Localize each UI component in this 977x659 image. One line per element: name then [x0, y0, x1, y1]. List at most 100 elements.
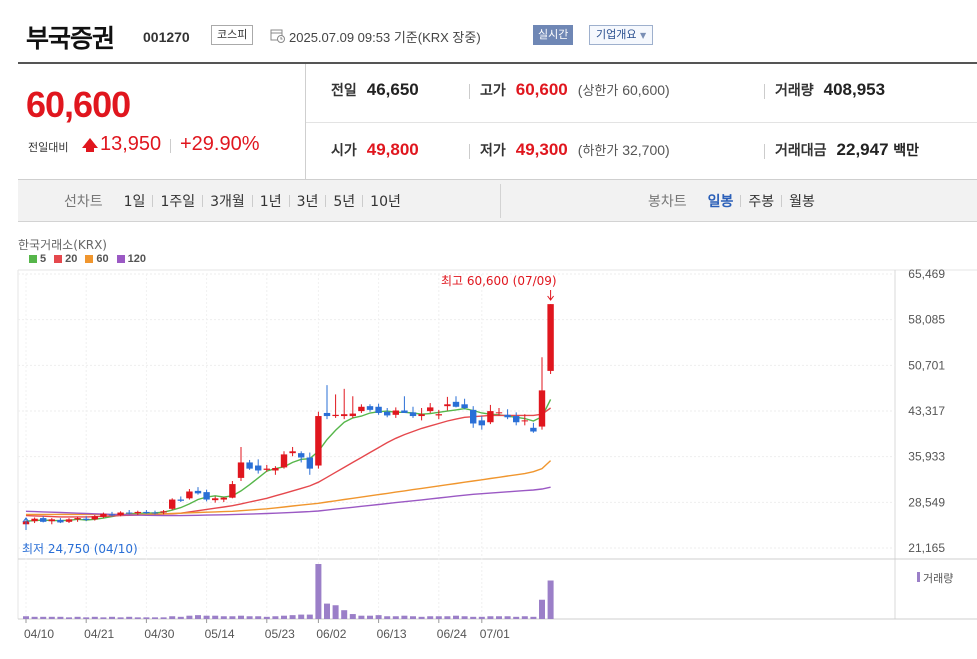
divider	[170, 139, 171, 153]
legend-item: 5	[29, 253, 46, 265]
price-chart[interactable]: 65,469 58,085 50,701 43,317 35,933 28,549 21,1…	[0, 226, 977, 659]
candle-body	[470, 409, 477, 424]
line-period-tab[interactable]: 5년	[333, 194, 356, 210]
candle-body	[229, 484, 236, 498]
stat-prev-close: 전일 46,650	[331, 80, 419, 100]
candle-body	[134, 511, 141, 514]
volume-bar	[358, 615, 365, 619]
candle-body	[487, 411, 494, 423]
chevron-down-icon: ▼	[639, 31, 647, 40]
stat-turnover: 거래대금 22,947 백만	[775, 140, 919, 160]
up-arrow-stem	[86, 147, 94, 152]
line-period-tab[interactable]: 3개월	[210, 194, 245, 210]
calendar-clock-icon	[270, 29, 285, 43]
candle-body	[57, 519, 64, 523]
change-label: 전일대비	[28, 141, 69, 154]
stat-value: 60,600	[515, 80, 568, 99]
candle-body	[220, 497, 227, 500]
volume-bar	[83, 617, 90, 619]
line-period-tab[interactable]: 1년	[259, 194, 282, 210]
x-tick-label: 04/30	[144, 627, 174, 641]
line-period-tab[interactable]: 1주일	[160, 194, 196, 210]
candle-body	[495, 412, 503, 414]
high-annotation: 최고 60,600 (07/09)	[441, 274, 557, 288]
divider	[469, 84, 470, 99]
volume-bar	[117, 617, 124, 619]
candle-body	[194, 490, 202, 494]
volume-bar	[212, 615, 219, 619]
candle-body	[40, 518, 47, 522]
candle-body	[246, 462, 253, 469]
y-tick-label: 50,701	[908, 358, 945, 372]
volume-bar	[375, 615, 382, 619]
candle-body	[538, 390, 546, 427]
candle-body	[91, 516, 98, 520]
stat-label: 거래대금	[775, 143, 827, 159]
stat-open: 시가 49,800	[331, 140, 419, 160]
candle-body	[401, 410, 408, 413]
stat-low: 저가 49,300 (하한가 32,700)	[480, 140, 670, 160]
upper-limit: (상한가 60,600)	[577, 82, 670, 99]
x-tick-label: 04/21	[84, 627, 114, 641]
legend-swatch	[85, 255, 94, 263]
legend-swatch	[116, 255, 125, 263]
candle-body	[323, 412, 331, 417]
line-period-tab[interactable]: 10년	[370, 194, 401, 210]
x-tick-label: 05/14	[205, 627, 235, 641]
volume-bar	[220, 616, 227, 619]
candle-body	[332, 414, 339, 417]
volume-legend-swatch	[917, 572, 920, 582]
volume-bar	[384, 616, 391, 619]
candle-body	[358, 406, 365, 412]
candle-body	[418, 414, 425, 417]
volume-bar	[444, 616, 451, 619]
candle-period-tab[interactable]: 일봉	[707, 194, 734, 210]
tab-divider	[251, 195, 253, 207]
stat-label: 저가	[480, 143, 506, 159]
tab-divider	[202, 195, 204, 207]
candle-body	[306, 457, 313, 469]
line-period-tab[interactable]: 3년	[296, 194, 319, 210]
data-source-label: 한국거래소(KRX)	[18, 238, 107, 252]
volume-bar	[401, 615, 408, 619]
candle-period-tab[interactable]: 주봉	[748, 194, 775, 210]
y-tick-label: 21,165	[908, 541, 945, 555]
divider	[500, 184, 501, 218]
divider	[764, 144, 765, 159]
candle-body	[392, 410, 399, 415]
volume-bar	[152, 617, 158, 619]
line-period-tab[interactable]: 1일	[123, 194, 146, 210]
stat-label: 시가	[331, 143, 357, 159]
candle-period-tab[interactable]: 월봉	[789, 194, 815, 210]
candle-body	[435, 414, 442, 416]
candle-body	[31, 518, 38, 522]
stat-label: 전일	[331, 83, 357, 99]
volume-bar	[504, 616, 511, 619]
volume-bar	[160, 617, 167, 619]
volume-bar	[306, 614, 313, 619]
line-chart-tabs: 선차트 1일 1주일 3개월 1년 3년 5년 10년	[64, 180, 408, 222]
quote-timestamp: 2025.07.09 09:53 기준(KRX 장중)	[289, 30, 481, 45]
volume-bar	[410, 616, 416, 619]
company-overview-dropdown[interactable]: 기업개요 ▼	[589, 25, 654, 45]
legend-item: 120	[116, 253, 146, 265]
y-tick-label: 35,933	[908, 450, 945, 464]
candle-body	[108, 514, 116, 516]
x-tick-label: 06/24	[437, 627, 467, 641]
stat-value: 49,300	[515, 140, 568, 159]
candle-body	[83, 518, 90, 520]
stat-label: 거래량	[775, 83, 814, 99]
candle-body	[547, 304, 554, 371]
company-overview-label: 기업개요	[596, 28, 637, 41]
volume-bar	[74, 616, 81, 619]
volume-bar	[134, 617, 141, 619]
volume-bar	[332, 605, 339, 619]
candle-body	[169, 499, 176, 509]
legend-label: 60	[96, 253, 109, 265]
realtime-button[interactable]: 실시간	[533, 25, 574, 45]
candle-body	[521, 420, 528, 422]
candle-body	[384, 411, 391, 416]
candle-body	[100, 513, 107, 517]
candle-body	[280, 454, 288, 468]
y-tick-label: 28,549	[908, 495, 945, 509]
